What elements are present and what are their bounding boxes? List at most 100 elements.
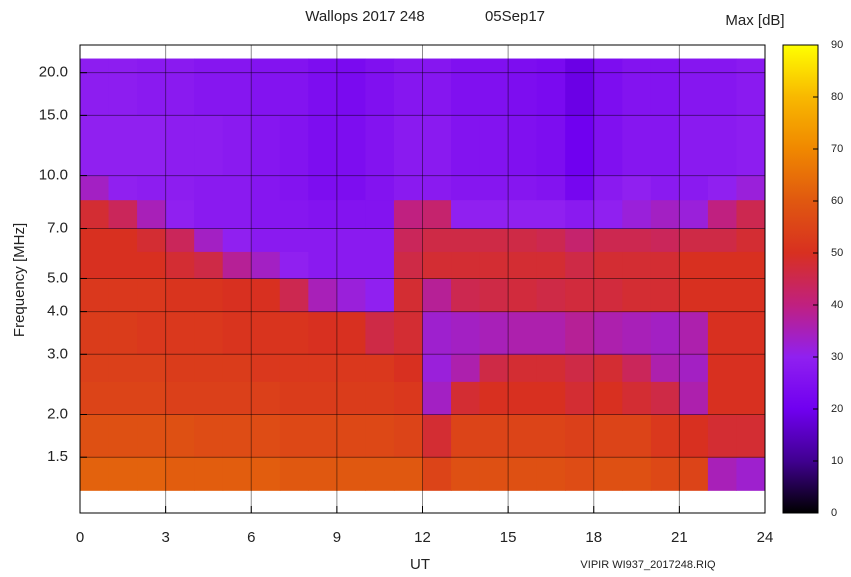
x-tick-label: 0 [76, 529, 84, 546]
heat-cell [194, 381, 224, 415]
heat-cell [194, 457, 224, 491]
heat-cell [308, 354, 338, 382]
heat-cell [194, 175, 224, 201]
heat-cell [251, 278, 281, 313]
heat-cell [593, 199, 623, 230]
heat-cell [508, 457, 538, 491]
heat-cell [536, 115, 566, 177]
heat-cell [108, 58, 138, 116]
heat-cell [80, 175, 110, 201]
heat-cell [279, 58, 309, 116]
heat-cell [222, 354, 252, 382]
heat-cell [479, 278, 509, 313]
heat-cell [422, 354, 452, 382]
heat-cell [650, 228, 680, 252]
heat-cell [222, 175, 252, 201]
heat-cell [422, 199, 452, 230]
heat-cell [593, 175, 623, 201]
heatmap [80, 58, 766, 491]
heat-cell [336, 278, 366, 313]
heat-cell [279, 381, 309, 415]
heat-cell [365, 175, 395, 201]
chart-title: Wallops 2017 248 [305, 8, 425, 25]
heat-cell [393, 457, 423, 491]
heat-cell [707, 311, 737, 355]
heat-cell [451, 278, 481, 313]
x-tick-label: 18 [585, 529, 602, 546]
heat-cell [707, 381, 737, 415]
heat-cell [479, 457, 509, 491]
heat-cell [650, 414, 680, 458]
heat-cell [308, 251, 338, 279]
heat-cell [650, 457, 680, 491]
heat-cell [194, 58, 224, 116]
heat-cell [565, 311, 595, 355]
heat-cell [536, 457, 566, 491]
colorbar-tick-label: 50 [831, 247, 843, 259]
colorbar-label: Max [dB] [725, 12, 784, 29]
y-tick-label: 4.0 [47, 303, 68, 320]
heat-cell [194, 228, 224, 252]
x-tick-label: 6 [247, 529, 255, 546]
heat-cell [536, 199, 566, 230]
heat-cell [422, 457, 452, 491]
y-tick-label: 2.0 [47, 405, 68, 422]
heat-cell [479, 354, 509, 382]
heat-cell [165, 354, 195, 382]
heat-cell [451, 228, 481, 252]
heat-cell [422, 311, 452, 355]
heat-cell [393, 311, 423, 355]
heat-cell [279, 251, 309, 279]
heat-cell [108, 115, 138, 177]
heat-cell [365, 278, 395, 313]
heat-cell [336, 354, 366, 382]
heat-cell [622, 414, 652, 458]
heat-cell [279, 278, 309, 313]
heat-cell [650, 251, 680, 279]
heat-cell [707, 115, 737, 177]
colorbar-tick-label: 0 [831, 507, 837, 519]
colorbar-tick-label: 40 [831, 299, 843, 311]
heat-cell [707, 58, 737, 116]
plot-frame [79, 44, 766, 514]
heat-cell [308, 311, 338, 355]
heat-cell [565, 199, 595, 230]
heat-cell [308, 175, 338, 201]
heat-cell [622, 354, 652, 382]
heat-cell [137, 311, 167, 355]
heat-cell [479, 414, 509, 458]
heat-cell [393, 381, 423, 415]
heat-cell [736, 278, 766, 313]
heat-cell [393, 228, 423, 252]
heat-cell [137, 115, 167, 177]
heat-cell [536, 414, 566, 458]
heat-cell [251, 175, 281, 201]
heat-cell [508, 199, 538, 230]
heat-cell [251, 199, 281, 230]
heat-cell [194, 251, 224, 279]
heat-cell [336, 199, 366, 230]
heat-cell [308, 278, 338, 313]
x-axis-label: UT [410, 556, 430, 573]
heat-cell [80, 354, 110, 382]
heat-cell [622, 175, 652, 201]
heat-cell [336, 228, 366, 252]
heat-cell [736, 381, 766, 415]
heat-cell [707, 228, 737, 252]
heat-cell [165, 228, 195, 252]
heat-cell [679, 199, 709, 230]
heat-cell [679, 58, 709, 116]
heat-cell [365, 414, 395, 458]
heat-cell [565, 414, 595, 458]
heat-cell [536, 175, 566, 201]
heat-cell [707, 199, 737, 230]
heat-cell [393, 278, 423, 313]
heat-cell [80, 58, 110, 116]
heat-cell [308, 457, 338, 491]
heat-cell [108, 311, 138, 355]
heat-cell [622, 228, 652, 252]
heat-cell [422, 228, 452, 252]
heat-cell [279, 228, 309, 252]
heat-cell [165, 414, 195, 458]
heat-cell [251, 251, 281, 279]
